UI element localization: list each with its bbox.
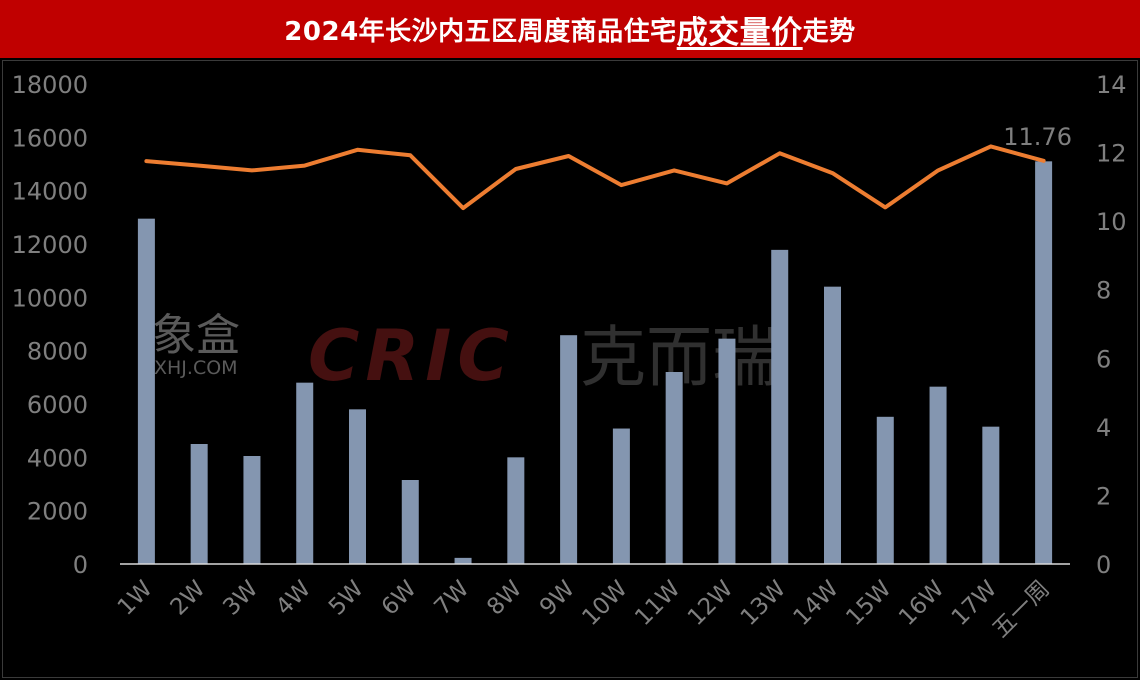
left-tick-label: 0: [73, 551, 88, 579]
left-tick-label: 14000: [12, 178, 88, 206]
right-y-axis: 0 2 4 6 8 10 12 14: [1096, 71, 1127, 579]
right-tick-label: 4: [1096, 414, 1111, 442]
right-tick-label: 0: [1096, 551, 1111, 579]
chart-title: 2024年长沙内五区周度商品住宅 成交量价 走势: [0, 0, 1140, 58]
x-tick-label: 7W: [429, 576, 474, 621]
right-tick-label: 6: [1096, 345, 1111, 373]
bar-5W: [349, 409, 366, 564]
title-prefix: 2024年长沙内五区周度商品住宅: [284, 16, 677, 47]
watermark-xhj-url: XHJ.COM: [154, 357, 238, 379]
price-line: [144, 144, 1046, 211]
left-tick-label: 10000: [12, 284, 88, 312]
bar-17W: [982, 426, 1000, 564]
chart-frame: [2, 60, 1138, 678]
x-tick-label: 16W: [894, 576, 949, 631]
bar-13W: [771, 249, 789, 564]
left-tick-label: 18000: [12, 71, 88, 99]
x-tick-label: 4W: [271, 576, 316, 621]
right-tick-label: 12: [1096, 140, 1127, 168]
x-tick-label: 13W: [736, 576, 791, 631]
bar-7W: [454, 557, 472, 564]
right-tick-label: 8: [1096, 277, 1111, 305]
data-labels: 11.76: [1003, 123, 1072, 151]
right-tick-label: 14: [1096, 71, 1127, 99]
bar-12W: [718, 338, 736, 564]
bar-9W: [560, 335, 578, 564]
left-tick-label: 16000: [12, 124, 88, 152]
bar-6W: [401, 480, 419, 564]
left-y-axis: 0 2000 4000 6000 8000 10000 12000 14000 16000 180…: [12, 71, 88, 579]
bar-1W: [137, 218, 155, 564]
left-tick-label: 6000: [27, 391, 88, 419]
x-tick-label: 15W: [841, 576, 896, 631]
bar-10W: [612, 428, 630, 564]
bar-3W: [243, 456, 261, 564]
x-tick-label: 14W: [789, 576, 844, 631]
right-tick-label: 10: [1096, 208, 1127, 236]
x-tick-label: 2W: [166, 576, 211, 621]
left-tick-label: 8000: [27, 338, 88, 366]
left-tick-label: 2000: [27, 498, 88, 526]
x-tick-label: 10W: [577, 576, 632, 631]
x-tick-label: 12W: [683, 576, 738, 631]
left-tick-label: 4000: [27, 444, 88, 472]
line-data-label: 11.76: [1003, 123, 1072, 151]
x-axis: 1W 2W 3W 4W 5W 6W 7W 8W 9W10W11W12W13W14W15W16W1…: [113, 576, 1055, 643]
x-tick-label: 5W: [324, 576, 369, 621]
x-tick-label: 1W: [113, 576, 158, 621]
x-tick-label: 8W: [482, 576, 527, 621]
bar-series: [137, 161, 1053, 565]
bar-4W: [296, 382, 314, 564]
watermark-cric: CRIC: [308, 315, 515, 397]
x-tick-label: 11W: [630, 576, 685, 631]
bar-五一周: [1035, 161, 1053, 565]
bar-11W: [665, 372, 683, 564]
title-emphasis: 成交量价: [676, 14, 803, 51]
left-tick-label: 12000: [12, 231, 88, 259]
title-suffix: 走势: [802, 16, 856, 47]
bar-8W: [507, 457, 525, 564]
watermark-layer: 象盒 XHJ.COM CRIC 克而瑞: [152, 310, 778, 397]
bar-15W: [876, 416, 894, 564]
x-tick-label: 3W: [218, 576, 263, 621]
bar-2W: [190, 444, 208, 564]
bar-16W: [929, 386, 947, 564]
bar-14W: [824, 286, 841, 564]
x-tick-label: 9W: [535, 576, 580, 621]
x-tick-label: 五一周: [988, 576, 1055, 643]
watermark-xhj-cn: 象盒: [152, 310, 240, 361]
right-tick-label: 2: [1096, 482, 1111, 510]
line-series-layer: [144, 144, 1046, 211]
x-tick-label: 6W: [377, 576, 422, 621]
